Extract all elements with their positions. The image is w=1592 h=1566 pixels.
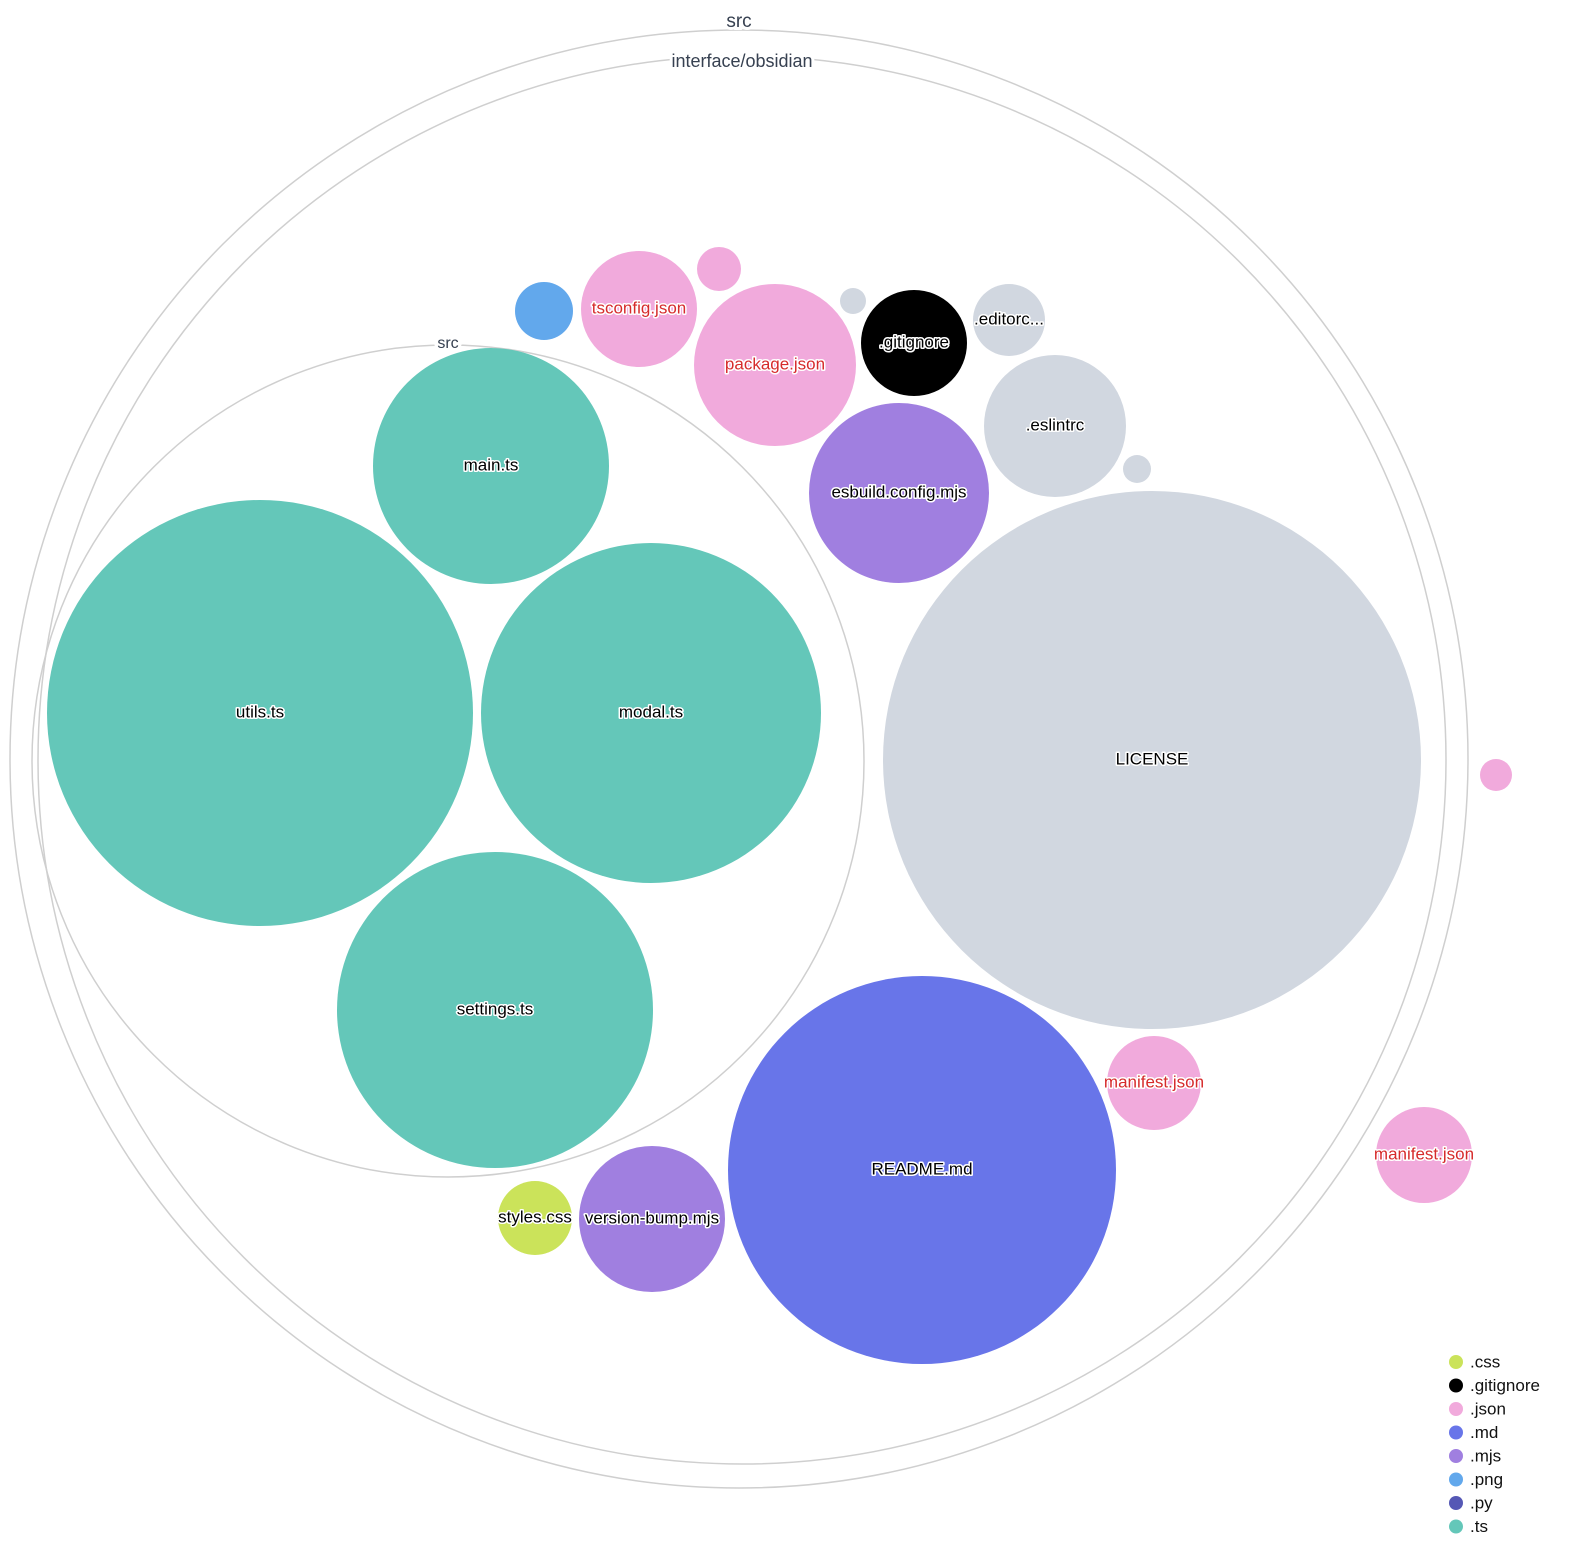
file-circle[interactable] <box>728 976 1116 1364</box>
file-circle[interactable] <box>579 1146 725 1292</box>
file-label: modal.ts <box>619 702 683 721</box>
file-circle[interactable] <box>984 355 1126 497</box>
folder-label: interface/obsidian <box>671 51 812 71</box>
file-circle[interactable] <box>840 288 866 314</box>
file-label: tsconfig.json <box>592 298 687 317</box>
folder-circle[interactable] <box>9 29 1469 1489</box>
file-label: manifest.json <box>1104 1072 1204 1091</box>
files-layer: main.ts utils.ts modal.ts settings.ts LICENS… <box>47 247 1512 1364</box>
folder-circle[interactable] <box>31 344 865 1178</box>
file-label: version-bump.mjs <box>585 1208 719 1227</box>
file-label: esbuild.config.mjs <box>831 482 966 501</box>
file-circle[interactable] <box>697 247 741 291</box>
file-circle[interactable] <box>694 284 856 446</box>
legend-swatch <box>1449 1472 1463 1487</box>
legend-swatch <box>1449 1402 1463 1416</box>
file-label: .gitignore <box>879 332 949 351</box>
legend: .css .gitignore .json .md .mjs .png .py .ts <box>1449 1352 1540 1536</box>
legend-swatch <box>1449 1519 1463 1534</box>
file-circle[interactable] <box>1107 1036 1201 1130</box>
legend-swatch <box>1449 1425 1463 1440</box>
file-circle[interactable] <box>1376 1107 1472 1203</box>
legend-label: .gitignore <box>1470 1376 1540 1395</box>
legend-label: .ts <box>1470 1517 1488 1536</box>
legend-swatch <box>1449 1449 1463 1463</box>
file-circle[interactable] <box>373 348 609 584</box>
file-circle[interactable] <box>515 282 573 340</box>
file-circle[interactable] <box>883 491 1421 1029</box>
file-label: settings.ts <box>457 999 534 1018</box>
file-label: LICENSE <box>1116 749 1189 768</box>
folders-layer: src interface/obsidian src <box>9 8 1469 1489</box>
file-label: README.md <box>871 1159 972 1178</box>
legend-label: .mjs <box>1470 1446 1501 1465</box>
file-label: main.ts <box>464 455 519 474</box>
folder-label: src <box>726 11 751 32</box>
legend-label: .png <box>1470 1470 1503 1489</box>
legend-label: .css <box>1470 1352 1500 1371</box>
folder-circle[interactable] <box>37 55 1447 1465</box>
file-label: .editorc... <box>974 309 1044 328</box>
file-circle[interactable] <box>1480 759 1512 791</box>
file-circle[interactable] <box>861 290 967 396</box>
file-circle[interactable] <box>47 500 473 926</box>
file-label: manifest.json <box>1374 1144 1474 1163</box>
file-circle[interactable] <box>1123 455 1151 483</box>
legend-label: .py <box>1470 1493 1493 1512</box>
legend-label: .json <box>1470 1399 1506 1418</box>
legend-swatch <box>1449 1378 1463 1393</box>
file-circle[interactable] <box>973 284 1045 356</box>
folder-label: src <box>437 335 458 352</box>
file-circle[interactable] <box>337 852 653 1168</box>
file-label: .eslintrc <box>1026 415 1085 434</box>
file-circle[interactable] <box>481 543 821 883</box>
file-label: utils.ts <box>236 702 284 721</box>
file-label: package.json <box>725 354 825 373</box>
file-circle[interactable] <box>809 403 989 583</box>
file-circle[interactable] <box>498 1181 572 1255</box>
file-label: styles.css <box>498 1207 572 1226</box>
legend-swatch <box>1449 1496 1463 1510</box>
legend-swatch <box>1449 1355 1463 1369</box>
file-circle[interactable] <box>581 251 697 367</box>
legend-label: .md <box>1470 1423 1498 1442</box>
